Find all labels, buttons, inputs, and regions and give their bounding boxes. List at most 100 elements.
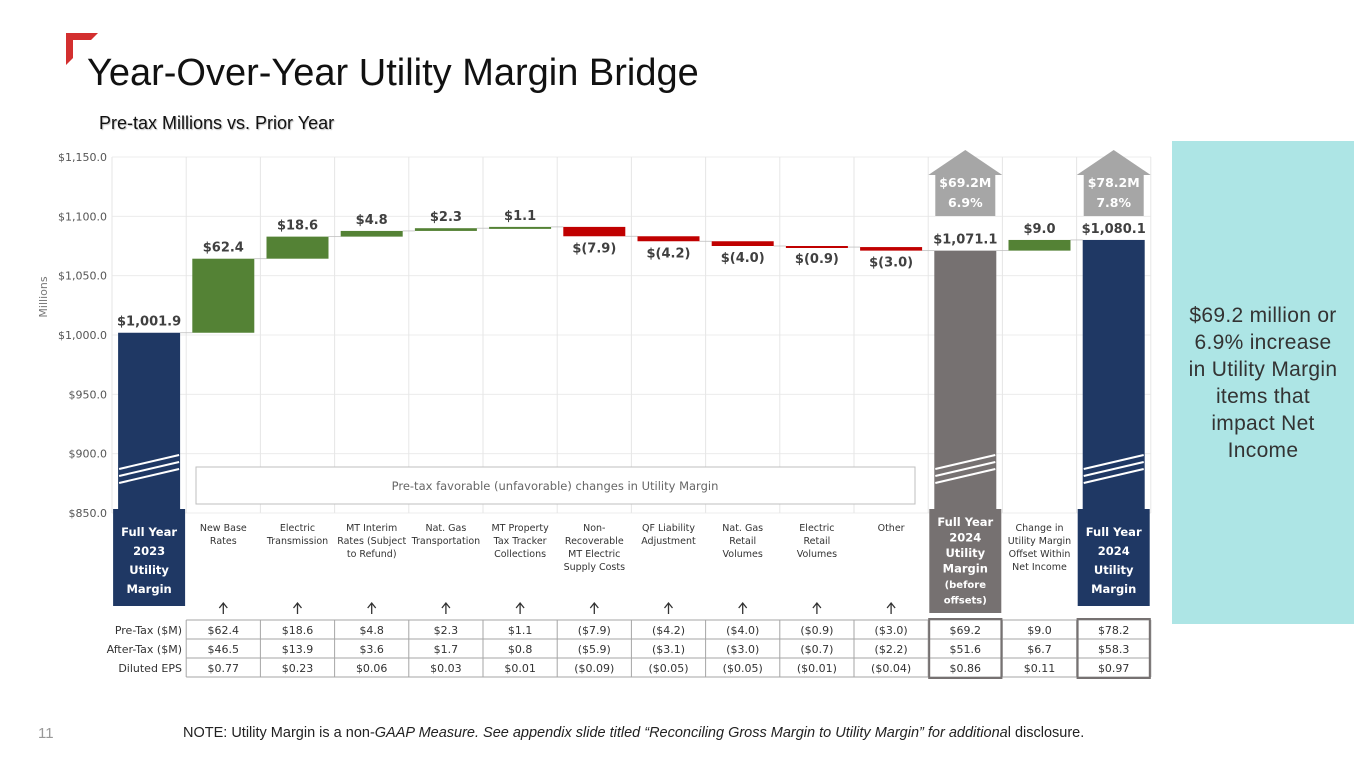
axis-break-mark [1083, 468, 1144, 484]
category-label: Volumes [797, 549, 837, 560]
axis-break-mark [1083, 454, 1144, 470]
category-label: 2023 [133, 544, 165, 558]
data-label: $1,001.9 [117, 315, 181, 330]
category-label: Utility Margin [1008, 536, 1071, 547]
table-cell: $58.3 [1098, 643, 1130, 656]
category-label: Utility [1094, 563, 1134, 577]
bar-decrease [563, 226, 626, 237]
data-label: $9.0 [1023, 222, 1055, 237]
badge-percent: 6.9% [948, 195, 983, 210]
category-box [929, 509, 1002, 613]
category-label: Full Year [937, 515, 993, 529]
bar-total [118, 332, 181, 513]
badge-amount: $69.2M [939, 175, 991, 190]
category-label: MT Property [491, 523, 549, 534]
data-label: $(0.9) [795, 252, 839, 267]
data-label: $(7.9) [572, 241, 616, 256]
axis-break-mark [118, 461, 180, 477]
band-label: Pre-tax favorable (unfavorable) changes … [392, 479, 719, 493]
bar-increase [1008, 239, 1071, 251]
up-arrow-icon [886, 601, 896, 614]
growth-badge [1076, 150, 1151, 216]
badge-amount: $78.2M [1088, 175, 1140, 190]
category-label: Nat. Gas [425, 523, 466, 534]
bar-increase [192, 258, 255, 333]
table-highlight [1076, 618, 1151, 679]
up-arrow-icon [292, 601, 303, 614]
y-tick-label: $1,100.0 [58, 210, 107, 223]
table-cell: ($0.05) [723, 662, 763, 675]
category-label: 2024 [949, 531, 981, 545]
table-cell: $1.1 [508, 624, 533, 637]
page-number: 11 [38, 725, 54, 742]
table-cell: $4.8 [359, 624, 384, 637]
table-cell: $0.97 [1098, 662, 1130, 675]
category-label: Collections [494, 549, 546, 560]
data-label: $18.6 [277, 219, 318, 234]
callout-text: $69.2 million or 6.9% increase in Utilit… [1188, 303, 1338, 462]
y-tick-label: $850.0 [69, 507, 108, 520]
category-label: New Base [200, 523, 247, 534]
table-row-label: Pre-Tax ($M) [115, 624, 182, 637]
category-label: Net Income [1012, 562, 1067, 573]
category-label: Electric [799, 523, 834, 534]
corner-accent-icon [66, 33, 98, 65]
table-row-label: Diluted EPS [118, 662, 182, 675]
up-arrow-icon [663, 601, 674, 614]
axis-break-mark [935, 461, 996, 477]
table-cell: $78.2 [1098, 624, 1130, 637]
data-label: $62.4 [203, 241, 244, 256]
table-cell: $0.8 [508, 643, 533, 656]
bar-decrease [711, 241, 774, 246]
category-label: Full Year [1086, 525, 1142, 539]
table-cell: $0.11 [1024, 662, 1056, 675]
data-label: $4.8 [356, 213, 388, 228]
growth-badge [928, 150, 1003, 216]
table-cell: ($0.09) [574, 662, 614, 675]
category-label: Rates [210, 536, 237, 547]
category-label: Transmission [266, 536, 328, 547]
table-cell: $46.5 [208, 643, 240, 656]
category-label: Utility [945, 546, 985, 560]
axis-break-mark [935, 468, 996, 484]
data-label: $(4.0) [721, 251, 765, 266]
category-label: to Refund) [347, 549, 397, 560]
up-arrow-icon [515, 601, 525, 614]
axis-break-mark [1083, 461, 1144, 477]
up-arrow-icon [812, 601, 822, 614]
table-cell: $13.9 [282, 643, 314, 656]
table-cell: ($3.0) [726, 643, 759, 656]
category-label: Volumes [723, 549, 763, 560]
table-cell: ($0.01) [797, 662, 837, 675]
table-cell: ($0.04) [871, 662, 911, 675]
band-box [195, 466, 916, 505]
table-cell: $0.06 [356, 662, 388, 675]
table-cell: $0.01 [504, 662, 536, 675]
y-tick-label: $1,150.0 [58, 151, 107, 164]
category-label: Nat. Gas [722, 523, 763, 534]
category-label: Other [878, 523, 905, 534]
table-cell: ($7.9) [578, 624, 611, 637]
data-label: $2.3 [430, 210, 462, 225]
category-label: Margin [126, 582, 171, 596]
category-label: Transportation [411, 536, 481, 547]
category-label: Offset Within [1009, 549, 1071, 560]
table-cell: ($5.9) [578, 643, 611, 656]
category-label: Full Year [121, 525, 177, 539]
up-arrow-icon [367, 601, 377, 614]
category-label: MT Electric [568, 549, 620, 560]
bar-total [1082, 239, 1145, 513]
category-label: Retail [729, 536, 756, 547]
category-label: Rates (Subject [337, 536, 406, 547]
bar-increase [340, 230, 403, 237]
table-cell: $3.6 [359, 643, 384, 656]
table-highlight [928, 618, 1003, 679]
footnote-prefix: NOTE: Utility Margin is a non- [183, 725, 375, 741]
table-cell: ($2.2) [875, 643, 908, 656]
category-label: 2024 [1098, 544, 1130, 558]
table-cell: $0.86 [950, 662, 982, 675]
category-label: offsets) [944, 596, 987, 607]
up-arrow-icon [441, 601, 451, 614]
category-label: Supply Costs [564, 562, 626, 573]
